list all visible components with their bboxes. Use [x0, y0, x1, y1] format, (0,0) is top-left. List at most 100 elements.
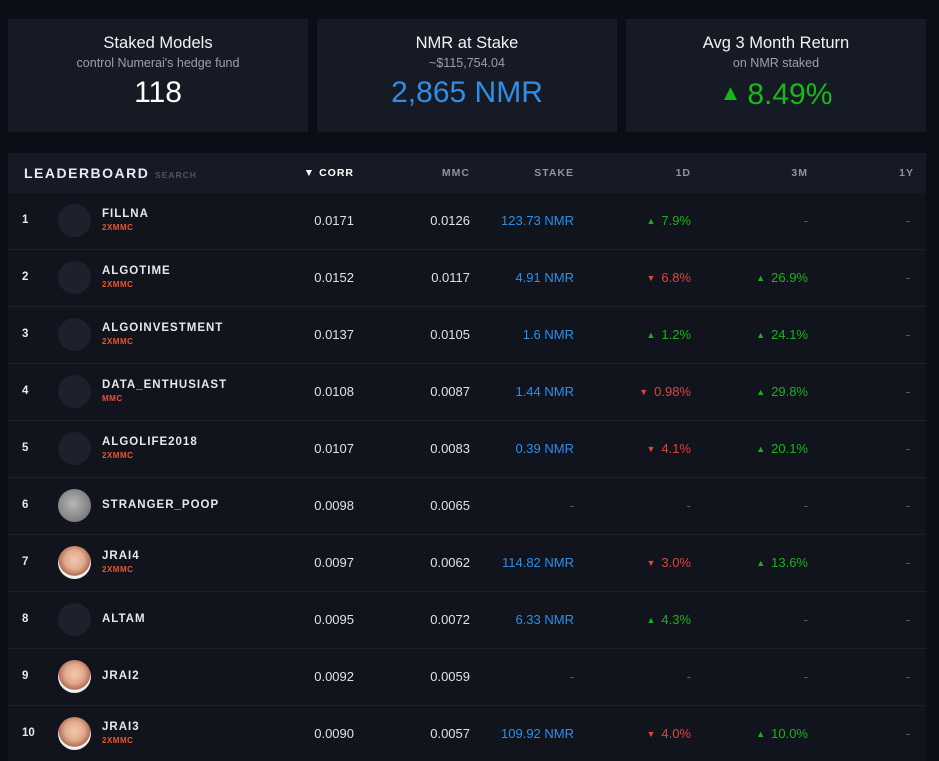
table-row[interactable]: 2 ALGOTIME 2XMMC 0.0152 0.0117 4.91 NMR ▼ 6.8% ▲…	[8, 250, 926, 307]
model-name-link[interactable]: ALGOTIME	[102, 265, 171, 277]
card-subtitle: ~$115,754.04	[429, 56, 505, 70]
return-3m-value: 29.8%	[771, 384, 808, 399]
return-1y: -	[905, 213, 910, 228]
avatar[interactable]	[58, 660, 91, 693]
avatar[interactable]	[58, 318, 91, 351]
return-1y: -	[905, 555, 910, 570]
stake-value: 1.6 NMR	[522, 327, 574, 342]
column-header-stake[interactable]: STAKE	[534, 167, 574, 179]
triangle-down-icon: ▼	[639, 387, 649, 397]
triangle-up-icon: ▲	[756, 729, 766, 739]
return-1d-value: 4.3%	[661, 612, 691, 627]
rank: 8	[22, 613, 29, 625]
table-row[interactable]: 3 ALGOINVESTMENT 2XMMC 0.0137 0.0105 1.6 NMR ▲…	[8, 307, 926, 364]
card-value: ▲ 8.49%	[626, 75, 926, 113]
return-1d: ▲ 1.2%	[646, 327, 691, 342]
return-3m: ▲ 24.1%	[756, 327, 808, 342]
table-row[interactable]: 9 JRAI2 0.0092 0.0059 - - - -	[8, 649, 926, 706]
return-1d: ▲ 7.9%	[646, 213, 691, 228]
triangle-down-icon: ▼	[646, 729, 656, 739]
card-subtitle: on NMR staked	[732, 56, 820, 70]
mmc-value: 0.0059	[430, 669, 470, 684]
avatar[interactable]	[58, 717, 91, 750]
stake-value: 109.92 NMR	[501, 726, 574, 741]
avatar[interactable]	[58, 261, 91, 294]
card-subtitle: control Numerai's hedge fund	[76, 56, 240, 70]
stake-value: 6.33 NMR	[515, 612, 574, 627]
model-name-link[interactable]: ALGOINVESTMENT	[102, 322, 224, 334]
corr-value: 0.0137	[314, 327, 354, 342]
table-row[interactable]: 6 STRANGER_POOP 0.0098 0.0065 - - - -	[8, 478, 926, 535]
return-3m: -	[803, 612, 808, 627]
return-1y: -	[905, 384, 910, 399]
column-header-1y[interactable]: 1Y	[899, 167, 914, 179]
avatar[interactable]	[58, 603, 91, 636]
table-row[interactable]: 7 JRAI4 2XMMC 0.0097 0.0062 114.82 NMR ▼ 3.0% ▲ 1…	[8, 535, 926, 592]
return-1d: -	[686, 498, 691, 513]
model-name-link[interactable]: STRANGER_POOP	[102, 499, 220, 511]
return-3m: ▲ 13.6%	[756, 555, 808, 570]
return-1y: -	[905, 498, 910, 513]
stake-type-badge: 2XMMC	[102, 223, 134, 232]
table-row[interactable]: 1 FILLNA 2XMMC 0.0171 0.0126 123.73 NMR ▲ 7.9% -…	[8, 193, 926, 250]
return-3m: ▲ 26.9%	[756, 270, 808, 285]
mmc-value: 0.0065	[430, 498, 470, 513]
avatar[interactable]	[58, 375, 91, 408]
column-header-corr[interactable]: ▼ CORR	[303, 167, 354, 179]
stake-value: -	[569, 669, 574, 684]
column-header-mmc[interactable]: MMC	[441, 167, 470, 179]
avatar[interactable]	[58, 489, 91, 522]
rank: 4	[22, 385, 29, 397]
table-row[interactable]: 5 ALGOLIFE2018 2XMMC 0.0107 0.0083 0.39 NMR ▼ 4…	[8, 421, 926, 478]
avg-return-card: Avg 3 Month Return on NMR staked ▲ 8.49%	[626, 19, 926, 132]
model-name-link[interactable]: ALTAM	[102, 613, 146, 625]
return-1d-value: 3.0%	[661, 555, 691, 570]
return-3m: -	[803, 669, 808, 684]
stake-type-badge: 2XMMC	[102, 337, 134, 346]
model-name-link[interactable]: FILLNA	[102, 208, 149, 220]
table-row[interactable]: 10 JRAI3 2XMMC 0.0090 0.0057 109.92 NMR ▼ 4.0% ▲…	[8, 706, 926, 761]
corr-value: 0.0092	[314, 669, 354, 684]
mmc-value: 0.0126	[430, 213, 470, 228]
return-1d-value: 4.1%	[661, 441, 691, 456]
card-value-text: 8.49%	[747, 78, 833, 111]
model-name-link[interactable]: JRAI4	[102, 550, 140, 562]
column-header-1d[interactable]: 1D	[675, 167, 691, 179]
card-title: Staked Models	[103, 34, 213, 52]
triangle-up-icon: ▲	[646, 615, 656, 625]
triangle-up-icon: ▲	[756, 273, 766, 283]
return-3m-value: 13.6%	[771, 555, 808, 570]
triangle-up-icon: ▲	[646, 330, 656, 340]
model-name-link[interactable]: JRAI3	[102, 721, 140, 733]
rank: 7	[22, 556, 29, 568]
return-1d: ▼ 0.98%	[639, 384, 691, 399]
return-1y: -	[905, 270, 910, 285]
avatar[interactable]	[58, 546, 91, 579]
search-input[interactable]: SEARCH	[155, 170, 197, 180]
avatar[interactable]	[58, 432, 91, 465]
model-name-link[interactable]: DATA_ENTHUSIAST	[102, 379, 228, 391]
return-3m: ▲ 10.0%	[756, 726, 808, 741]
table-row[interactable]: 8 ALTAM 0.0095 0.0072 6.33 NMR ▲ 4.3% - -	[8, 592, 926, 649]
model-name-link[interactable]: JRAI2	[102, 670, 140, 682]
corr-value: 0.0171	[314, 213, 354, 228]
return-3m-value: 20.1%	[771, 441, 808, 456]
return-3m: -	[803, 213, 808, 228]
triangle-down-icon: ▼	[646, 558, 656, 568]
triangle-down-icon: ▼	[646, 444, 656, 454]
column-header-3m[interactable]: 3M	[791, 167, 808, 179]
table-row[interactable]: 4 DATA_ENTHUSIAST MMC 0.0108 0.0087 1.44 NMR ▼…	[8, 364, 926, 421]
card-value: 2,865 NMR	[391, 76, 543, 109]
return-3m-value: 24.1%	[771, 327, 808, 342]
triangle-up-icon: ▲	[756, 330, 766, 340]
stake-value: 0.39 NMR	[515, 441, 574, 456]
avatar[interactable]	[58, 204, 91, 237]
triangle-down-icon: ▼	[646, 273, 656, 283]
model-name-link[interactable]: ALGOLIFE2018	[102, 436, 198, 448]
return-1y: -	[905, 441, 910, 456]
leaderboard-header: LEADERBOARD SEARCH ▼ CORR MMC STAKE 1D 3…	[8, 153, 926, 193]
return-3m-value: 26.9%	[771, 270, 808, 285]
mmc-value: 0.0072	[430, 612, 470, 627]
rank: 6	[22, 499, 29, 511]
return-1d-value: 6.8%	[661, 270, 691, 285]
